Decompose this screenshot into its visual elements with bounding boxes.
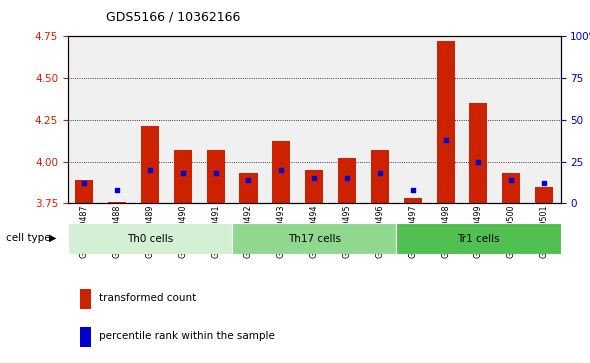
Bar — [437, 41, 454, 203]
Bar — [502, 173, 520, 203]
Point — [80, 180, 89, 186]
Point — [211, 170, 221, 176]
Point — [408, 187, 418, 193]
Bar — [80, 327, 91, 347]
Point — [375, 170, 385, 176]
Bar — [273, 142, 290, 203]
Bar — [141, 126, 159, 203]
Point — [178, 170, 188, 176]
Text: Th17 cells: Th17 cells — [288, 234, 340, 244]
Bar — [535, 187, 553, 203]
Text: ▶: ▶ — [49, 233, 57, 243]
Bar — [232, 223, 396, 254]
Text: cell type: cell type — [6, 233, 51, 243]
Text: Tr1 cells: Tr1 cells — [457, 234, 500, 244]
Text: percentile rank within the sample: percentile rank within the sample — [99, 331, 275, 341]
Bar — [68, 223, 232, 254]
Text: GDS5166 / 10362166: GDS5166 / 10362166 — [106, 11, 241, 24]
Bar — [174, 150, 192, 203]
Bar — [240, 173, 257, 203]
Bar — [396, 223, 560, 254]
Point — [474, 159, 483, 164]
Bar — [305, 170, 323, 203]
Point — [342, 175, 352, 181]
Bar — [108, 201, 126, 203]
Point — [506, 177, 516, 183]
Text: Th0 cells: Th0 cells — [127, 234, 173, 244]
Point — [244, 177, 253, 183]
Text: transformed count: transformed count — [99, 293, 196, 303]
Point — [309, 175, 319, 181]
Point — [539, 180, 549, 186]
Bar — [404, 198, 422, 203]
Bar — [80, 289, 91, 309]
Point — [112, 187, 122, 193]
Point — [441, 137, 450, 143]
Bar — [338, 158, 356, 203]
Bar — [470, 103, 487, 203]
Point — [277, 167, 286, 173]
Bar — [76, 180, 93, 203]
Point — [145, 167, 155, 173]
Bar — [371, 150, 389, 203]
Bar — [206, 150, 225, 203]
